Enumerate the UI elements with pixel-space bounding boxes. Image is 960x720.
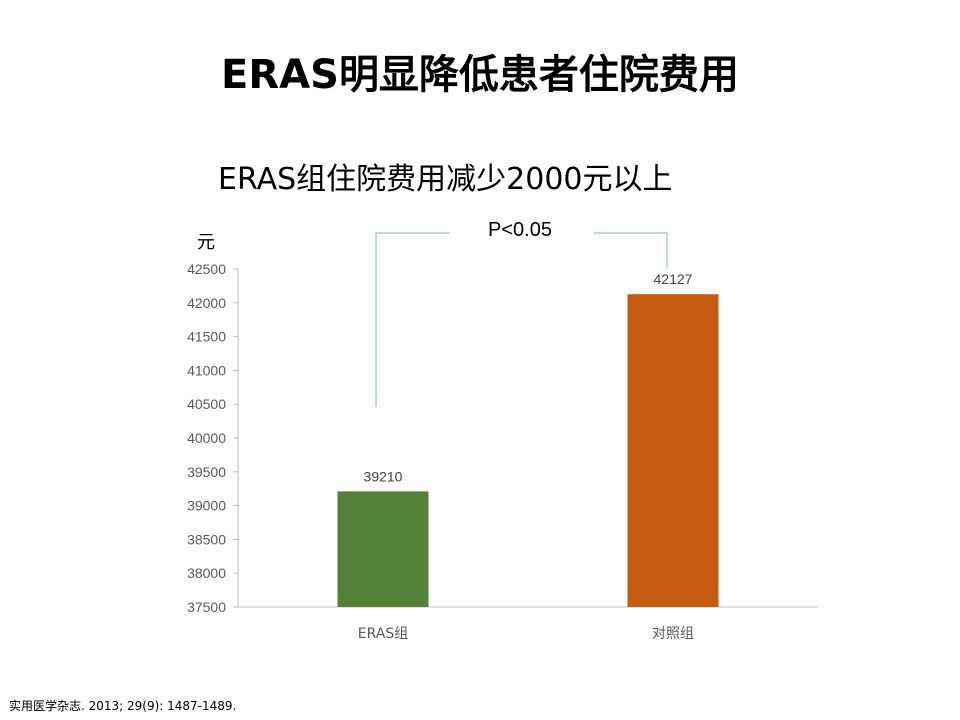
y-tick-label: 41000 [187, 362, 226, 378]
slide-title: ERAS明显降低患者住院费用 [221, 52, 739, 98]
bar [337, 491, 429, 607]
x-category-label: 对照组 [652, 626, 694, 642]
x-axis-categories: ERAS组 对照组 [358, 626, 694, 642]
reference-citation: 实用医学杂志. 2013; 29(9): 1487-1489. [9, 699, 237, 713]
y-axis-ticks: 37500 38000 38500 39000 39500 40000 40500 41000… [187, 261, 238, 615]
bars-group: 39210 42127 [337, 271, 719, 607]
y-tick-label: 39500 [187, 464, 226, 480]
y-tick-label: 37500 [187, 599, 226, 615]
bar-data-label: 42127 [654, 271, 693, 287]
slide-subtitle: ERAS组住院费用减少2000元以上 [218, 162, 673, 197]
significance-bracket-left [375, 232, 450, 407]
significance-bracket-right [594, 232, 668, 268]
x-category-label: ERAS组 [358, 626, 408, 642]
bar-data-label: 39210 [364, 468, 403, 484]
y-tick-label: 40000 [187, 430, 226, 446]
significance-label: P<0.05 [488, 219, 552, 241]
y-tick-label: 39000 [187, 498, 226, 514]
y-tick-label: 38000 [187, 565, 226, 581]
y-tick-label: 40500 [187, 396, 226, 412]
y-tick-label: 42000 [187, 295, 226, 311]
y-tick-label: 41500 [187, 329, 226, 345]
y-axis-unit-label: 元 [197, 232, 215, 253]
bar [627, 294, 719, 607]
y-tick-label: 38500 [187, 531, 226, 547]
y-tick-label: 42500 [187, 261, 226, 277]
